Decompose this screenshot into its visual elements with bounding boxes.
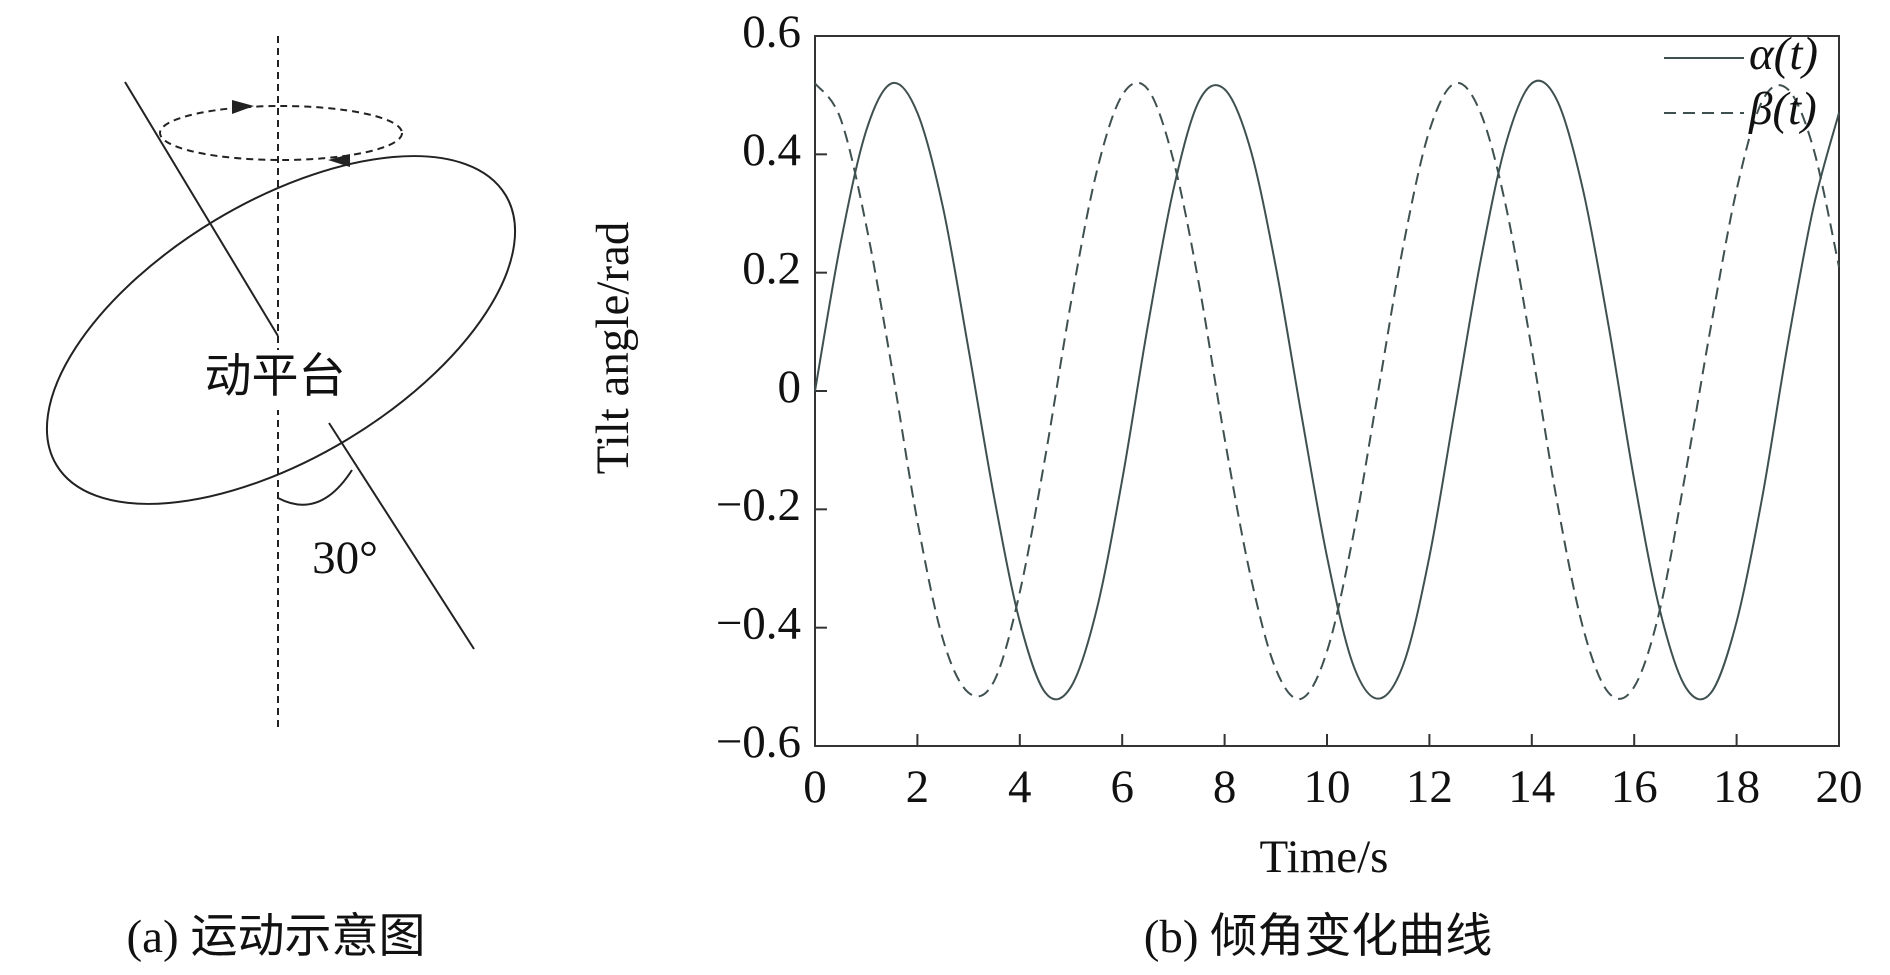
- y-tick-label: −0.4: [716, 597, 801, 649]
- rotation-arrows: [232, 100, 350, 167]
- angle-label: 30°: [312, 532, 378, 584]
- x-tick-label: 0: [803, 761, 827, 813]
- x-tick-label: 4: [1008, 761, 1032, 813]
- x-tick-label: 10: [1304, 761, 1351, 813]
- label-bg: [175, 350, 375, 410]
- y-tick-label: 0.4: [742, 124, 801, 176]
- rotation-path: [159, 105, 403, 161]
- x-tick-label: 12: [1406, 761, 1453, 813]
- y-axis-label: Tilt angle/rad: [587, 222, 639, 475]
- tilted-axis-lower: [328, 422, 475, 650]
- platform-label: 动平台: [205, 351, 346, 403]
- tilted-axis-upper: [124, 81, 279, 337]
- y-tick-label: 0: [778, 361, 802, 413]
- series-line: [814, 81, 1840, 701]
- plot-frame: [814, 35, 1840, 747]
- y-tick-label: −0.6: [716, 716, 801, 768]
- y-tick-label: 0.2: [742, 242, 801, 294]
- x-axis-label: Time/s: [1260, 831, 1389, 883]
- diagram: 动平台 30°: [45, 36, 517, 728]
- caption-a: (a) 运动示意图: [127, 911, 426, 963]
- x-tick-label: 6: [1110, 761, 1134, 813]
- x-tick-label: 8: [1213, 761, 1237, 813]
- x-tick-label: 2: [906, 761, 930, 813]
- caption-b: (b) 倾角变化曲线: [1144, 911, 1493, 963]
- x-tick-label: 20: [1816, 761, 1863, 813]
- legend-label: β(t): [1748, 83, 1817, 135]
- platform: [45, 155, 517, 505]
- legend-label: α(t): [1749, 28, 1818, 80]
- series-line: [814, 79, 1840, 701]
- x-tick-label: 18: [1713, 761, 1760, 813]
- y-tick-label: −0.2: [716, 479, 801, 531]
- y-tick-label: 0.6: [742, 6, 801, 58]
- x-tick-label: 16: [1611, 761, 1658, 813]
- x-tick-label: 14: [1508, 761, 1555, 813]
- angle-arc: [277, 469, 353, 506]
